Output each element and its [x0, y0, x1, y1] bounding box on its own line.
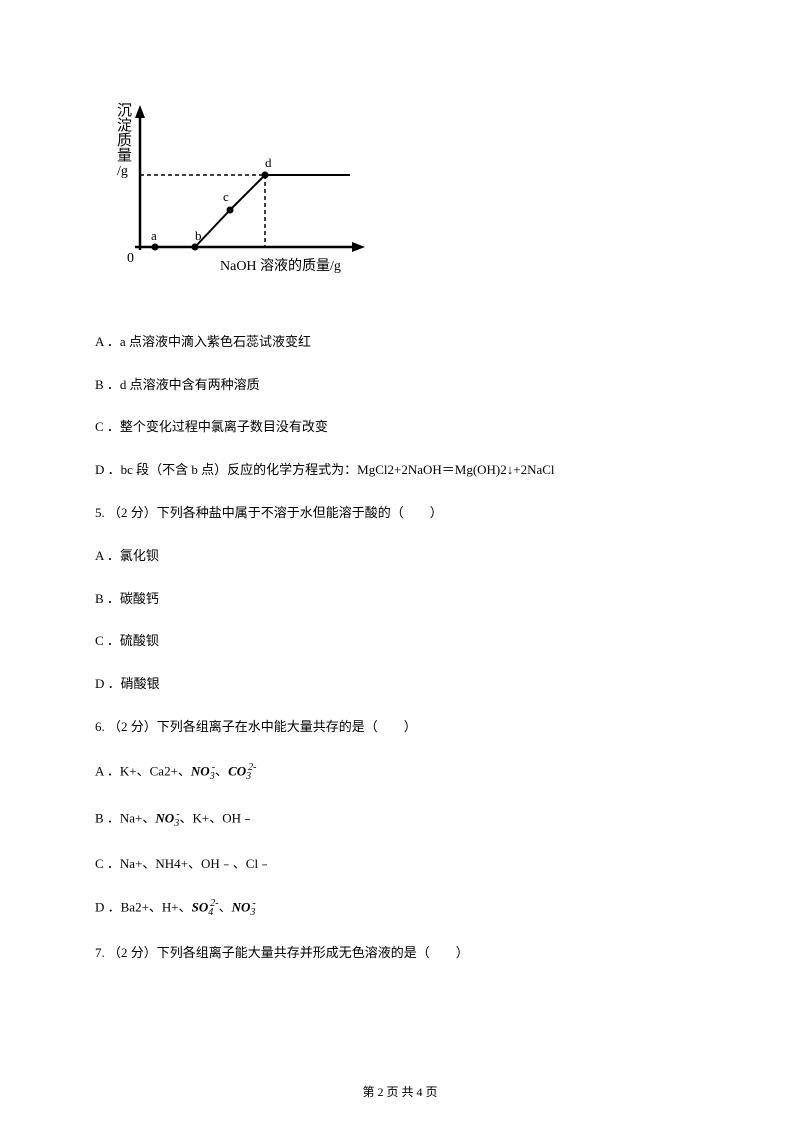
nitrate-ion: NO3-: [191, 760, 215, 785]
q4-option-a: A ．a 点溶液中滴入紫色石蕊试液变红: [95, 332, 705, 353]
question-6: 6. （2 分）下列各组离子在水中能大量共存的是（ ）: [95, 717, 705, 738]
question-5: 5. （2 分）下列各种盐中属于不溶于水但能溶于酸的（ ）: [95, 503, 705, 524]
point-b-label: b: [195, 228, 202, 243]
y-axis-label-3: 质: [117, 132, 132, 149]
origin-label: 0: [127, 251, 134, 266]
nitrate-ion: NO3-: [155, 807, 179, 832]
q6-option-d: D ．Ba2+、H+、SO42-、NO3-: [95, 896, 705, 921]
x-axis-label: NaOH 溶液的质量/g: [220, 258, 341, 274]
q6-option-a: A ．K+、Ca2+、NO3-、CO32-: [95, 760, 705, 785]
q5-option-b: B ．碳酸钙: [95, 589, 705, 610]
chart-container: 沉 淀 质 量 /g 0 NaOH 溶液的质量/g a b: [105, 100, 705, 302]
q4-option-d: D ．bc 段（不含 b 点）反应的化学方程式为：MgCl2+2NaOH＝Mg(…: [95, 460, 705, 481]
q5-option-d: D ．硝酸银: [95, 674, 705, 695]
y-axis-label-2: 淀: [117, 117, 132, 134]
point-d-label: d: [265, 155, 272, 170]
y-axis-label-1: 沉: [117, 102, 132, 119]
q5-option-c: C ．硫酸钡: [95, 631, 705, 652]
q6-d-mid: 、: [219, 900, 232, 915]
q6-option-c: C ．Na+、NH4+、OH﹣、Cl﹣: [95, 854, 705, 875]
q4-option-b: B ．d 点溶液中含有两种溶质: [95, 375, 705, 396]
page-footer: 第 2 页 共 4 页: [0, 1083, 800, 1102]
q6-b-suffix: 、K+、OH﹣: [180, 810, 255, 825]
y-axis-label-5: /g: [117, 164, 128, 179]
precipitate-chart: 沉 淀 质 量 /g 0 NaOH 溶液的质量/g a b: [105, 100, 385, 295]
q6-option-b: B ．Na+、NO3-、K+、OH﹣: [95, 807, 705, 832]
q4-option-c: C ．整个变化过程中氯离子数目没有改变: [95, 417, 705, 438]
carbonate-ion: CO32-: [228, 760, 256, 785]
q6-a-mid: 、: [215, 763, 228, 778]
point-a-label: a: [151, 228, 157, 243]
sulfate-ion: SO42-: [192, 896, 219, 921]
y-axis-label-4: 量: [117, 148, 132, 164]
q6-a-prefix: A ．K+、Ca2+、: [95, 763, 191, 778]
q6-d-prefix: D ．Ba2+、H+、: [95, 900, 192, 915]
q6-b-prefix: B ．Na+、: [95, 810, 155, 825]
question-7: 7. （2 分）下列各组离子能大量共存并形成无色溶液的是（ ）: [95, 943, 705, 964]
point-c-label: c: [223, 189, 229, 204]
q5-option-a: A ．氯化钡: [95, 546, 705, 567]
nitrate-ion: NO3-: [232, 896, 256, 921]
